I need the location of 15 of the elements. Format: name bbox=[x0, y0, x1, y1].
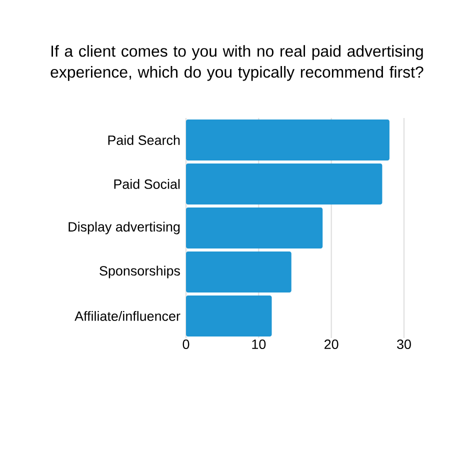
x-tick-label: 20 bbox=[324, 340, 338, 350]
y-tick-label: Display advertising bbox=[68, 222, 180, 234]
x-tick-label: 30 bbox=[397, 340, 411, 350]
bar bbox=[186, 164, 382, 205]
bar bbox=[186, 208, 323, 249]
bar bbox=[186, 252, 292, 293]
chart-title: If a client comes to you with no real paid advertising experience, which do you typically recommend first? bbox=[50, 45, 424, 81]
y-tick-label: Paid Search bbox=[108, 135, 180, 145]
y-tick-label: Sponsorships bbox=[100, 266, 180, 278]
x-tick-label: 0 bbox=[182, 340, 190, 350]
x-tick-label: 10 bbox=[252, 340, 266, 350]
bar bbox=[186, 296, 272, 337]
y-tick-label: Paid Social bbox=[114, 179, 180, 189]
y-tick-label: Affiliate/influencer bbox=[74, 311, 180, 321]
bar bbox=[186, 120, 390, 161]
